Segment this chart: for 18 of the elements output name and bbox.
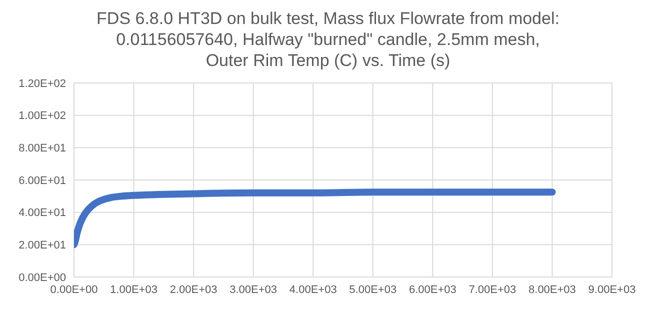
x-tick-label: 5.00E+03 — [349, 284, 397, 296]
x-tick-label: 1.00E+03 — [110, 284, 158, 296]
x-tick-label: 8.00E+03 — [528, 284, 576, 296]
y-tick-label: 2.00E+01 — [18, 240, 66, 252]
chart-title: FDS 6.8.0 HT3D on bulk test, Mass flux Flowrate from model: 0.01156057640, Halfway "burned" candle, 2.5mm mesh, Outer Rim Temp (C) vs. Time (s) — [96, 8, 560, 71]
y-tick-label: 1.20E+02 — [18, 78, 66, 90]
x-tick-label: 7.00E+03 — [468, 284, 516, 296]
x-tick-label: 0.00E+00 — [50, 284, 98, 296]
x-tick-label: 3.00E+03 — [230, 284, 278, 296]
x-tick-label: 4.00E+03 — [289, 284, 337, 296]
y-tick-label: 4.00E+01 — [18, 207, 66, 220]
y-tick-label: 6.00E+01 — [18, 174, 66, 187]
y-tick-label: 0.00E+00 — [18, 272, 66, 284]
x-tick-label: 2.00E+03 — [170, 284, 218, 296]
y-tick-label: 1.00E+02 — [18, 110, 66, 122]
x-tick-label: 6.00E+03 — [408, 284, 456, 296]
x-tick-label: 9.00E+03 — [588, 284, 636, 296]
y-tick-label: 8.00E+01 — [18, 142, 66, 155]
